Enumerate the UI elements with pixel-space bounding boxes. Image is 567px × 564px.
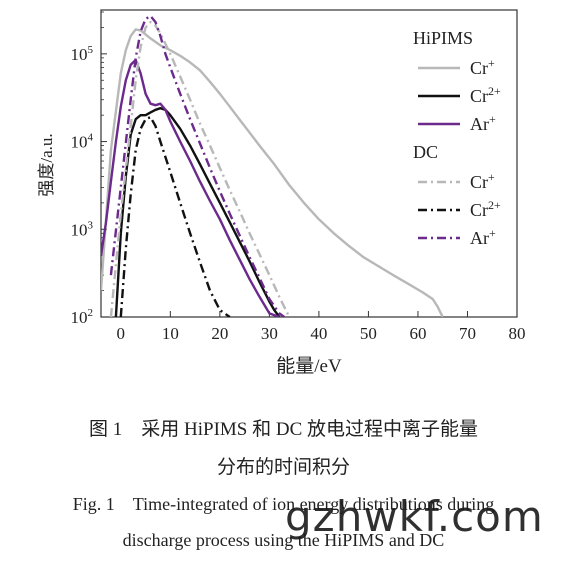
- x-tick-label: 70: [459, 324, 476, 343]
- legend-label: Cr2+: [470, 84, 501, 106]
- caption-cn-line2: 分布的时间积分: [216, 457, 350, 478]
- x-tick-label: 30: [261, 324, 278, 343]
- y-tick-label: 105: [71, 44, 94, 64]
- legend-group-title: HiPIMS: [413, 28, 473, 48]
- legend: HiPIMS DC Cr+ Cr2+ Ar+ Cr+ Cr2+ Ar+: [413, 28, 501, 248]
- series-line-dc-3: [109, 20, 291, 317]
- legend-group-title: DC: [413, 142, 438, 162]
- x-tick-label: 80: [509, 324, 526, 343]
- x-tick-label: 10: [162, 324, 179, 343]
- series-line-dc-4: [119, 115, 231, 317]
- legend-label: Cr+: [470, 170, 495, 192]
- y-tick-label: 104: [71, 132, 94, 152]
- x-tick-label: 50: [360, 324, 377, 343]
- axis-ticks: 0 10 20 30 40 50 60 70 80 102 103 104 105: [71, 11, 526, 343]
- x-tick-label: 60: [409, 324, 426, 343]
- caption-en-line1: Fig. 1 Time-integrated of ion energy dis…: [72, 494, 495, 514]
- y-axis-label: 强度/a.u.: [37, 133, 56, 196]
- legend-label: Ar+: [470, 112, 496, 134]
- plot-frame: [100, 9, 518, 318]
- series-line-hipims-2: [101, 58, 280, 317]
- watermark-text: gzhwkf.com: [285, 492, 544, 541]
- series-line-hipims-1: [114, 107, 281, 317]
- y-tick-label: 103: [71, 219, 94, 239]
- caption-en-line2: discharge process using the HiPIMS and D…: [122, 530, 445, 550]
- x-axis-label: 能量/eV: [276, 355, 342, 377]
- y-tick-label: 102: [71, 307, 94, 327]
- legend-label: Cr2+: [470, 198, 501, 220]
- x-tick-label: 20: [211, 324, 228, 343]
- series-lines: [101, 14, 444, 317]
- x-tick-label: 0: [117, 324, 126, 343]
- series-line-hipims-0: [101, 28, 444, 317]
- energy-distribution-chart: 0 10 20 30 40 50 60 70 80 102 103 104 105 HiPIMS DC Cr…: [37, 9, 526, 377]
- x-tick-label: 40: [310, 324, 327, 343]
- legend-label: Ar+: [470, 226, 496, 248]
- caption-cn-line1: 图 1 采用 HiPIMS 和 DC 放电过程中离子能量: [89, 419, 478, 440]
- series-line-dc-5: [109, 14, 285, 317]
- legend-label: Cr+: [470, 56, 495, 78]
